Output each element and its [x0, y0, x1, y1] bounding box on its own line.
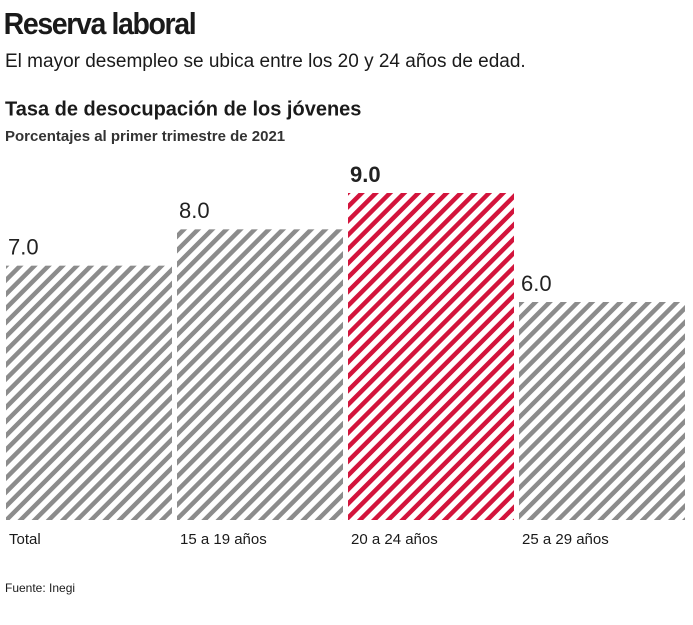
bar: [177, 229, 343, 521]
x-tick-label: 25 a 29 años: [522, 531, 609, 548]
x-tick-label: 15 a 19 años: [180, 531, 267, 548]
bar: [348, 193, 514, 520]
chart-subtitle: Porcentajes al primer trimestre de 2021: [5, 128, 285, 145]
value-label: 6.0: [521, 271, 552, 296]
title: Reserva laboral: [4, 7, 196, 41]
x-tick-label: 20 a 24 años: [351, 531, 438, 548]
source: Fuente: Inegi: [5, 581, 75, 595]
bar: [519, 302, 685, 520]
chart-title: Tasa de desocupación de los jóvenes: [5, 98, 361, 120]
bar: [6, 265, 172, 520]
value-label: 7.0: [8, 234, 39, 259]
x-tick-label: Total: [9, 531, 41, 548]
subtitle: El mayor desempleo se ubica entre los 20…: [5, 51, 526, 72]
value-label: 8.0: [179, 198, 210, 223]
value-label: 9.0: [350, 162, 381, 187]
